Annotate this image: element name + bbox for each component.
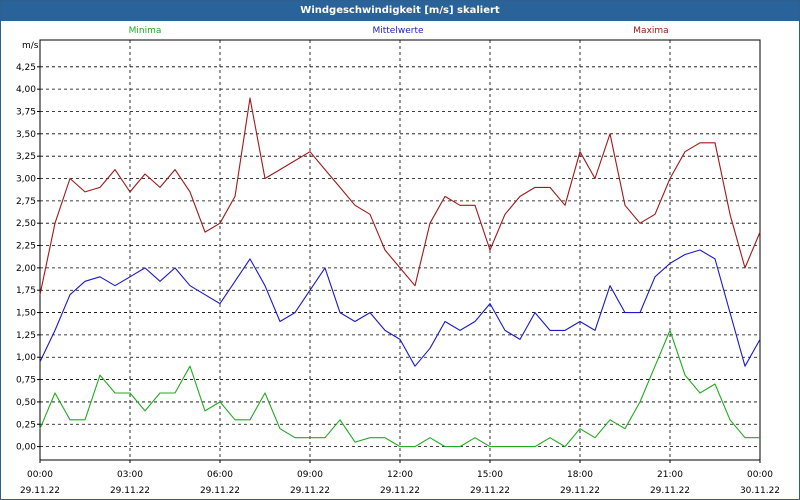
series-line-minima [39,329,760,448]
y-tick-label: 0,25 [16,420,36,430]
x-tick-date: 29.11.22 [560,486,600,496]
legend-entry: Mittelwerte [372,26,423,36]
x-tick-time: 06:00 [207,470,233,480]
x-tick-labels: 00:00 29.11.22 03:00 29.11.22 06:00 29.11.22 0… [20,470,780,496]
series-line-maxima [39,97,761,295]
y-tick-label: 2,25 [16,242,36,252]
x-tick-time: 15:00 [477,470,503,480]
grid [40,40,760,460]
y-tick-label: 3,75 [16,107,36,117]
y-tick-label: 2,00 [16,264,36,274]
x-tick-date: 30.11.22 [740,486,780,496]
y-tick-label: 2,75 [16,197,36,207]
y-tick-label: 0,50 [16,398,36,408]
x-tick-time: 00:00 [27,470,53,480]
x-tick-time: 00:00 [747,470,773,480]
x-tick-time: 18:00 [567,470,593,480]
y-tick-labels: 0,00 0,25 0,50 0,75 1,00 1,25 1,50 1,75 2,00 2,25… [16,63,36,453]
y-tick-label: 3,25 [16,152,36,162]
x-tick-date: 29.11.22 [110,486,150,496]
y-tick-label: 1,25 [16,331,36,341]
series-lines [39,97,761,448]
y-tick-label: 0,00 [16,443,36,453]
legend-entry: Minima [129,26,162,36]
legend-entry: Maxima [633,26,668,36]
axes: m/s [22,39,761,463]
series-line-mittelwerte [39,249,761,367]
x-tick-date: 29.11.22 [470,486,510,496]
x-tick-date: 29.11.22 [380,486,420,496]
y-tick-label: 1,50 [16,309,36,319]
y-tick-label: 1,00 [16,353,36,363]
window-title: Windgeschwindigkeit [m/s] skaliert [1,1,799,21]
x-tick-time: 03:00 [117,470,143,480]
x-tick-time: 09:00 [297,470,323,480]
plot-frame [39,39,761,461]
y-tick-label: 3,50 [16,130,36,140]
x-tick-date: 29.11.22 [200,486,240,496]
y-tick-label: 0,75 [16,376,36,386]
y-tick-label: 4,00 [16,85,36,95]
x-tick-time: 12:00 [387,470,413,480]
y-tick-label: 1,75 [16,286,36,296]
x-tick-date: 29.11.22 [650,486,690,496]
y-tick-label: 2,50 [16,219,36,229]
y-tick-label: 4,25 [16,63,36,73]
x-tick-date: 29.11.22 [290,486,330,496]
y-tick-label: 3,00 [16,175,36,185]
y-axis-label: m/s [22,41,39,51]
x-tick-date: 29.11.22 [20,486,60,496]
x-tick-time: 21:00 [657,470,683,480]
legend: Minima Mittelwerte Maxima [129,26,669,36]
